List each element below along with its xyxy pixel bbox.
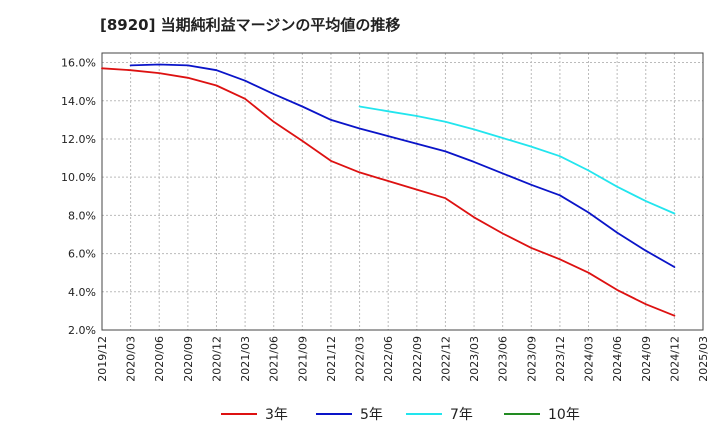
- x-tick-label: 2020/03: [125, 336, 138, 382]
- x-tick-label: 2022/03: [354, 336, 367, 382]
- x-tick-label: 2023/03: [468, 336, 481, 382]
- x-tick-label: 2019/12: [96, 336, 109, 382]
- legend-label: 10年: [548, 407, 580, 423]
- x-tick-label: 2023/09: [525, 336, 538, 382]
- y-tick-label: 12.0%: [61, 133, 96, 146]
- y-tick-label: 4.0%: [68, 286, 96, 299]
- legend-label: 5年: [360, 407, 383, 423]
- plot-area: [102, 53, 703, 330]
- y-tick-label: 6.0%: [68, 248, 96, 261]
- x-tick-label: 2022/12: [439, 336, 452, 382]
- x-tick-label: 2023/06: [497, 336, 510, 382]
- y-tick-label: 2.0%: [68, 324, 96, 337]
- x-tick-label: 2022/06: [382, 336, 395, 382]
- x-tick-label: 2024/09: [640, 336, 653, 382]
- x-tick-label: 2021/03: [239, 336, 252, 382]
- series-line-3年: [101, 67, 676, 317]
- x-tick-label: 2021/12: [325, 336, 338, 382]
- x-tick-label: 2024/03: [583, 336, 596, 382]
- y-tick-label: 16.0%: [61, 57, 96, 70]
- x-tick-label: 2024/12: [668, 336, 681, 382]
- x-tick-label: 2021/06: [268, 336, 281, 382]
- x-tick-label: 2020/06: [153, 336, 166, 382]
- y-tick-label: 8.0%: [68, 209, 96, 222]
- x-tick-label: 2024/06: [611, 336, 624, 382]
- chart-title: [8920] 当期純利益マージンの平均値の推移: [100, 16, 401, 34]
- series-line-5年: [129, 63, 676, 268]
- legend-label: 3年: [265, 407, 288, 423]
- plot-border: [101, 52, 704, 331]
- legend-label: 7年: [450, 407, 473, 423]
- x-tick-label: 2020/09: [182, 336, 195, 382]
- x-tick-label: 2025/03: [697, 336, 710, 382]
- series-line-7年: [358, 105, 676, 215]
- x-tick-label: 2022/09: [411, 336, 424, 382]
- x-tick-label: 2021/09: [296, 336, 309, 382]
- y-tick-label: 10.0%: [61, 171, 96, 184]
- y-tick-label: 14.0%: [61, 95, 96, 108]
- x-tick-label: 2020/12: [210, 336, 223, 382]
- x-tick-label: 2023/12: [554, 336, 567, 382]
